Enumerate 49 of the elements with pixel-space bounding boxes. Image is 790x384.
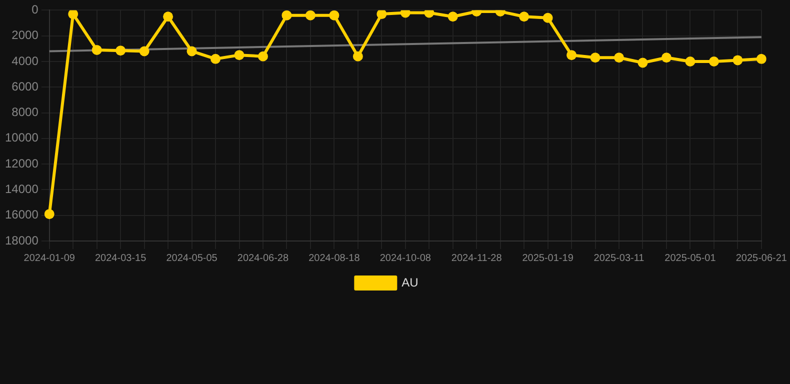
x-tick-label: 2025-06-21 (736, 252, 788, 264)
legend-label: AU (402, 275, 418, 290)
y-tick-label: 0 (32, 2, 39, 17)
point (258, 51, 268, 62)
x-tick-label: 2024-05-05 (166, 252, 218, 264)
x-tick-label: 2025-01-19 (522, 252, 574, 264)
point (566, 50, 577, 60)
point (756, 54, 766, 64)
point (116, 46, 126, 56)
point (638, 58, 648, 68)
y-tick-label: 12000 (4, 156, 39, 170)
x-tick-label: 2024-08-18 (308, 252, 360, 264)
y-tick-label: 6000 (12, 79, 39, 94)
point (614, 52, 624, 63)
x-tick-label: 2024-01-09 (24, 252, 76, 264)
point (139, 46, 150, 56)
point (352, 51, 363, 62)
x-tick-label: 2024-11-28 (451, 252, 502, 264)
y-tick-label: 2000 (12, 28, 39, 42)
y-tick-label: 10000 (4, 130, 39, 145)
point (542, 12, 553, 23)
point (448, 12, 458, 22)
x-tick-label: 2024-10-08 (380, 252, 432, 264)
point (234, 50, 244, 60)
point (210, 54, 221, 64)
x-tick-label: 2025-05-01 (664, 252, 716, 264)
point (590, 52, 600, 63)
point (708, 56, 719, 66)
y-tick-label: 18000 (4, 233, 39, 248)
point (732, 55, 743, 66)
point (282, 10, 292, 20)
point (44, 209, 54, 220)
point (68, 10, 78, 20)
y-tick-label: 4000 (12, 54, 39, 68)
point (305, 10, 316, 20)
point (329, 10, 340, 20)
point (376, 10, 387, 20)
x-tick-label: 2025-03-11 (594, 252, 645, 264)
point (163, 12, 174, 22)
point (685, 56, 696, 66)
y-tick-label: 14000 (4, 182, 39, 196)
y-tick-label: 8000 (12, 105, 39, 120)
y-tick-label: 16000 (4, 208, 39, 222)
point (661, 52, 672, 63)
point (519, 12, 530, 22)
point (186, 46, 197, 56)
point (92, 44, 102, 55)
x-tick-label: 2024-03-15 (94, 252, 147, 264)
x-tick-label: 2024-06-28 (237, 252, 289, 264)
